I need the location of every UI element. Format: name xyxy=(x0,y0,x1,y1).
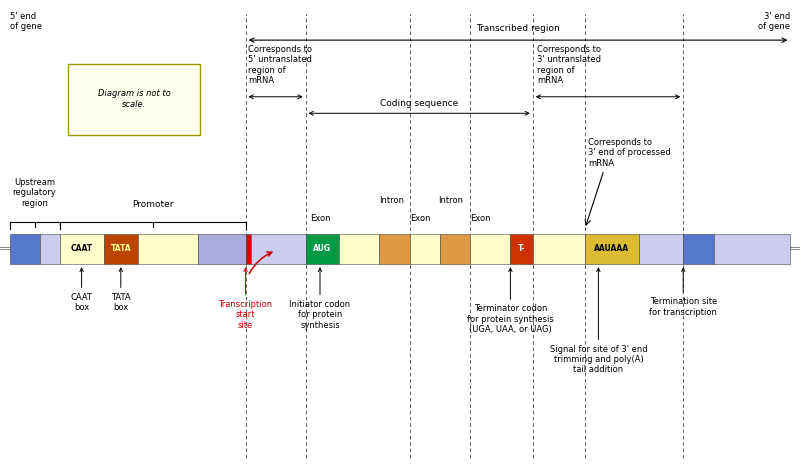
Bar xyxy=(533,234,585,264)
FancyBboxPatch shape xyxy=(68,64,200,135)
Bar xyxy=(410,234,440,264)
Bar xyxy=(585,234,639,264)
Text: Exon: Exon xyxy=(310,214,330,223)
Text: Corresponds to
3' end of processed
mRNA: Corresponds to 3' end of processed mRNA xyxy=(588,138,670,168)
Bar xyxy=(683,234,714,264)
Text: Signal for site of 3' end
trimming and poly(A)
tail addition: Signal for site of 3' end trimming and p… xyxy=(550,345,647,374)
Text: Initiator codon
for protein
synthesis: Initiator codon for protein synthesis xyxy=(290,300,350,329)
Text: AUG: AUG xyxy=(314,244,331,253)
Bar xyxy=(10,234,40,264)
Bar xyxy=(440,234,470,264)
Bar xyxy=(510,234,533,264)
Text: Transcription
start
site: Transcription start site xyxy=(218,300,273,329)
Bar xyxy=(40,234,60,264)
Text: 5' end
of gene: 5' end of gene xyxy=(10,12,42,31)
Text: Upstream
regulatory
region: Upstream regulatory region xyxy=(13,178,56,208)
Bar xyxy=(104,234,138,264)
Text: Coding sequence: Coding sequence xyxy=(380,99,458,108)
Bar xyxy=(138,234,198,264)
Text: CAAT
box: CAAT box xyxy=(70,293,93,312)
Bar xyxy=(60,234,104,264)
Text: Promoter: Promoter xyxy=(132,200,174,209)
Text: TATA
box: TATA box xyxy=(111,293,130,312)
Text: Corresponds to
3' untranslated
region of
mRNA: Corresponds to 3' untranslated region of… xyxy=(537,45,601,85)
Text: AAUAAA: AAUAAA xyxy=(594,244,630,253)
Bar xyxy=(306,234,339,264)
Text: Transcribed region: Transcribed region xyxy=(476,24,560,33)
Text: Terminator codon
for protein synthesis
(UGA, UAA, or UAG): Terminator codon for protein synthesis (… xyxy=(467,304,554,334)
Bar xyxy=(339,234,379,264)
Text: Exon: Exon xyxy=(410,214,430,223)
Bar xyxy=(198,234,246,264)
Text: Corresponds to
5' untranslated
region of
mRNA: Corresponds to 5' untranslated region of… xyxy=(248,45,312,85)
Text: Intron: Intron xyxy=(438,196,463,205)
Bar xyxy=(470,234,510,264)
Text: T-: T- xyxy=(518,244,526,253)
Bar xyxy=(246,234,251,264)
Bar xyxy=(251,234,306,264)
Text: Diagram is not to
scale.: Diagram is not to scale. xyxy=(98,89,170,109)
Text: Termination site
for transcription: Termination site for transcription xyxy=(650,297,717,317)
Bar xyxy=(379,234,410,264)
Text: CAAT: CAAT xyxy=(71,244,93,253)
Text: 3' end
of gene: 3' end of gene xyxy=(758,12,790,31)
Text: Intron: Intron xyxy=(379,196,405,205)
Bar xyxy=(639,234,683,264)
Text: Exon: Exon xyxy=(470,214,490,223)
Bar xyxy=(714,234,790,264)
Text: TATA: TATA xyxy=(110,244,131,253)
